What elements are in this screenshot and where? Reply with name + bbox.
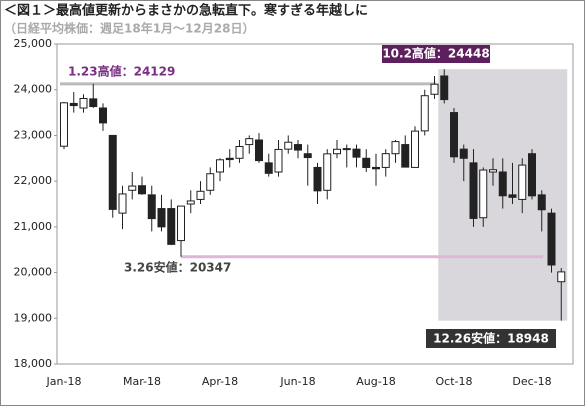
candle-body	[216, 159, 224, 173]
y-tick-label: 19,000	[14, 311, 53, 324]
candle-body	[225, 157, 234, 161]
candle-body	[206, 173, 215, 191]
y-tick-label: 21,000	[14, 220, 53, 233]
candle-body	[459, 148, 468, 159]
candle-body	[508, 194, 517, 198]
annotation-box	[382, 45, 490, 63]
candle-body	[401, 144, 410, 168]
x-tick-label: Mar-18	[123, 375, 161, 388]
x-tick-label: Dec-18	[512, 375, 551, 388]
candle-body	[69, 102, 78, 107]
annotation: 3.26安値：20347	[124, 260, 231, 275]
y-tick-label: 23,000	[14, 128, 53, 141]
candle-body	[498, 171, 507, 197]
candle-body	[167, 208, 176, 245]
candle-body	[372, 166, 380, 170]
candle-body	[128, 185, 137, 191]
x-tick-label: Oct-18	[436, 375, 473, 388]
candle-body	[479, 169, 488, 219]
annotation: 1.23高値：24129	[68, 64, 175, 79]
candle-body	[60, 102, 68, 147]
candle-body	[489, 169, 497, 173]
candle-body	[255, 139, 263, 162]
candle-body	[79, 97, 88, 109]
x-tick-label: Jan-18	[46, 375, 82, 388]
chart-title: ＜図１＞最高値更新からまさかの急転直下。寒すぎる年越しに	[4, 3, 368, 19]
candle-body	[528, 153, 536, 197]
candle-body	[518, 164, 527, 200]
candle-body	[547, 212, 556, 266]
candle-body	[420, 95, 429, 132]
candle-body	[333, 148, 341, 155]
candle-body	[440, 75, 449, 101]
candle-body	[411, 130, 419, 168]
candle-body	[469, 162, 478, 219]
y-tick-label: 22,000	[14, 174, 53, 187]
candle-body	[177, 205, 185, 242]
candle-body	[264, 162, 273, 174]
candle-body	[323, 153, 332, 191]
candle-body	[557, 271, 566, 283]
chart-subtitle: （日経平均株価：週足18年1月～12月28日）	[4, 21, 254, 36]
candle-body	[430, 83, 439, 95]
x-tick-label: Apr-18	[202, 375, 238, 388]
candle-body	[196, 190, 205, 200]
candle-body	[138, 185, 146, 195]
y-tick-label: 25,000	[14, 37, 53, 50]
candle-body	[352, 148, 361, 158]
candle-body	[99, 107, 107, 124]
candle-body	[235, 145, 244, 159]
candle-body	[186, 200, 195, 205]
candle-body	[381, 153, 390, 168]
candle-body	[294, 144, 302, 151]
candle-body	[245, 138, 254, 146]
x-tick-label: Aug-18	[356, 375, 395, 388]
plot-area	[56, 43, 574, 365]
candle-body	[303, 153, 312, 159]
candle-body	[108, 134, 117, 210]
candle-body	[118, 193, 127, 214]
annotation-box	[426, 329, 556, 348]
candle-body	[157, 208, 166, 228]
y-tick-label: 18,000	[14, 357, 53, 370]
candle-body	[362, 157, 371, 168]
candle-body	[537, 194, 546, 211]
y-tick-label: 24,000	[14, 83, 53, 96]
candle-body	[391, 141, 400, 155]
candle-body	[450, 112, 458, 158]
candle-body	[284, 141, 293, 150]
candle-body	[313, 166, 322, 192]
annotation: 12.26安値：18948	[433, 331, 549, 346]
candle-body	[274, 148, 283, 173]
y-tick-label: 20,000	[14, 266, 53, 279]
annotation: 10.2高値：24448	[382, 46, 489, 61]
candle-body	[89, 98, 98, 108]
candle-body	[147, 194, 156, 220]
candle-body	[342, 148, 351, 151]
x-tick-label: Jun-18	[279, 375, 315, 388]
